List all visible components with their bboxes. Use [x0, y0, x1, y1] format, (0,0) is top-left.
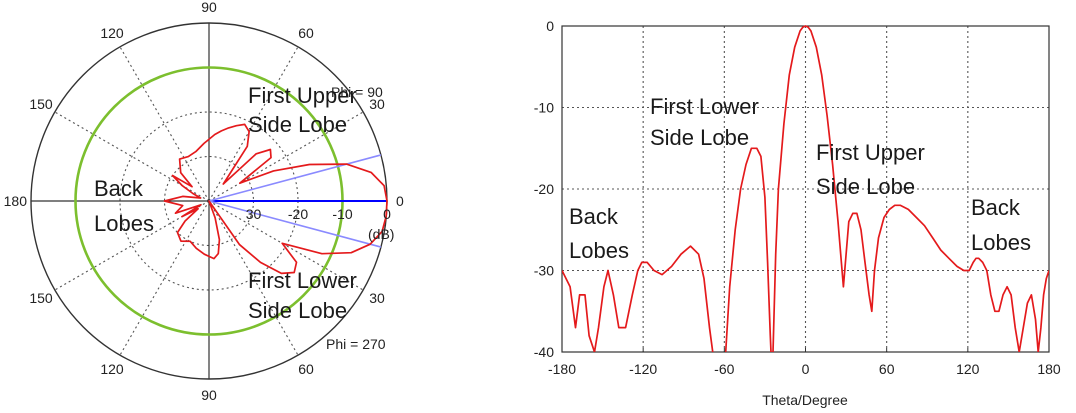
polar-angle-tick-label: 30: [369, 96, 385, 112]
polar-radial-unit: (dB): [368, 226, 394, 242]
polar-annotation-first-upper-2: Side Lobe: [248, 112, 347, 137]
polar-angle-ticks: 90 60 30 0 30 60 90 120 150 180 150 120: [4, 0, 404, 403]
polar-chart: 90 60 30 0 30 60 90 120 150 180 150 120 0 -10 -20 30 (…: [4, 0, 404, 403]
line-annotation-back-right-1: Back: [971, 195, 1021, 220]
polar-phi-bottom-label: Phi = 270: [326, 336, 386, 352]
polar-phi-top-label: Phi = 90: [331, 84, 383, 100]
polar-angle-tick-label: 60: [298, 361, 314, 377]
line-x-axis-label: Theta/Degree: [762, 392, 848, 408]
polar-radial-tick-label: 0: [383, 206, 391, 222]
polar-annotation-back-1: Back: [94, 176, 144, 201]
line-chart: -180 -120 -60 0 60 120 180 0 -10 -20 -30 -40 Theta…: [534, 18, 1061, 408]
polar-angle-tick-label: 90: [201, 0, 217, 15]
line-y-tick-labels: 0 -10 -20 -30 -40: [534, 18, 554, 360]
line-y-tick-label: -10: [534, 100, 554, 116]
line-annotation-back-left-1: Back: [569, 204, 619, 229]
line-y-tick-label: 0: [546, 18, 554, 34]
line-x-tick-label: 60: [879, 361, 895, 377]
polar-guide-ray: [208, 200, 382, 248]
line-x-tick-label: -180: [548, 361, 576, 377]
line-x-tick-label: -120: [629, 361, 657, 377]
polar-radial-tick-label: -10: [332, 206, 352, 222]
polar-angle-tick-label: 60: [298, 25, 314, 41]
line-annotation-back-right-2: Lobes: [971, 230, 1031, 255]
polar-series: [163, 123, 388, 275]
polar-radial-tick-label: -20: [288, 206, 308, 222]
polar-annotation-back-2: Lobes: [94, 211, 154, 236]
line-annotation-first-upper-1: First Upper: [816, 140, 925, 165]
polar-guides: [74, 66, 387, 336]
line-annotation-back-left-2: Lobes: [569, 238, 629, 263]
polar-annotation-first-lower-1: First Lower: [248, 268, 357, 293]
line-annotation-first-upper-2: Side Lobe: [816, 174, 915, 199]
polar-radial-tick-label: 30: [246, 206, 262, 222]
line-series: [562, 25, 1049, 352]
line-annotation-first-lower-1: First Lower: [650, 94, 759, 119]
line-series-line: [562, 25, 1049, 352]
polar-angle-tick-label: 0: [396, 193, 404, 209]
polar-angle-tick-label: 90: [201, 387, 217, 403]
polar-annotation-first-lower-2: Side Lobe: [248, 298, 347, 323]
polar-pattern-line: [163, 123, 388, 275]
polar-angle-tick-label: 30: [369, 290, 385, 306]
line-y-tick-label: -30: [534, 263, 554, 279]
polar-angle-tick-label: 150: [29, 96, 53, 112]
polar-annotation-first-upper-1: First Upper: [248, 83, 357, 108]
line-plot-frame: [561, 25, 1050, 353]
line-y-tick-label: -40: [534, 344, 554, 360]
line-x-tick-label: 120: [956, 361, 980, 377]
line-x-tick-label: 180: [1037, 361, 1061, 377]
polar-angle-tick-label: 120: [100, 25, 124, 41]
polar-angle-tick-label: 150: [29, 290, 53, 306]
polar-guide-ray: [208, 154, 382, 202]
line-y-tick-label: -20: [534, 181, 554, 197]
line-grid: [562, 26, 1049, 352]
line-annotation-first-lower-2: Side Lobe: [650, 125, 749, 150]
polar-angle-tick-label: 120: [100, 361, 124, 377]
line-x-tick-label: 0: [802, 361, 810, 377]
line-x-tick-labels: -180 -120 -60 0 60 120 180: [548, 348, 1061, 377]
line-x-tick-label: -60: [714, 361, 734, 377]
polar-angle-tick-label: 180: [4, 193, 28, 209]
polar-radial-ticks: 0 -10 -20 30: [246, 206, 391, 222]
